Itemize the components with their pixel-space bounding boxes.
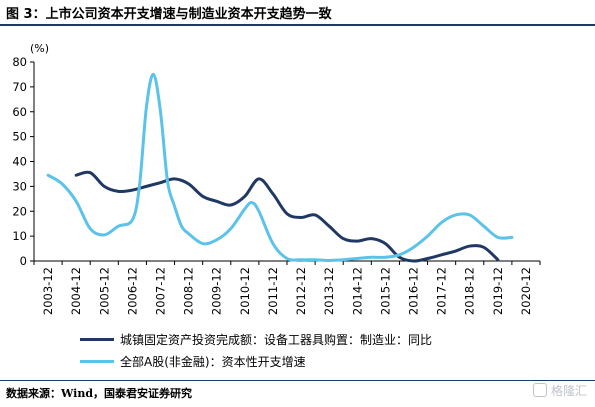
y-tick-label-80: 80 bbox=[12, 55, 27, 69]
y-tick-label-70: 70 bbox=[12, 80, 27, 94]
x-axis: 2003-12 2004-12 2005-12 2006-12 2007-12 2008-… bbox=[33, 260, 541, 315]
title-rule bbox=[0, 24, 595, 26]
legend-swatch-series-1 bbox=[80, 337, 114, 341]
figure-title: 图 3：上市公司资本开支增速与制造业资本开支趋势一致 bbox=[6, 7, 332, 22]
source-note: 数据来源：Wind，国泰君安证券研究 bbox=[6, 387, 193, 400]
x-tick-label-2003-12: 2003-12 bbox=[41, 267, 55, 315]
x-tick-label-2006-12: 2006-12 bbox=[125, 267, 139, 315]
x-tick-label-2019-12: 2019-12 bbox=[491, 267, 505, 315]
x-tick-label-2013-12: 2013-12 bbox=[322, 267, 336, 315]
x-tick-label-2017-12: 2017-12 bbox=[435, 267, 449, 315]
x-tick-label-2009-12: 2009-12 bbox=[210, 267, 224, 315]
line-chart: (%) 0 10 20 30 40 50 60 70 80 2003-12 2004-12 2005-… bbox=[12, 42, 541, 315]
legend-label-series-1: 城镇固定资产投资完成额：设备工器具购置：制造业：同比 bbox=[120, 332, 433, 347]
series-lines bbox=[46, 72, 514, 263]
y-tick-label-10: 10 bbox=[12, 229, 27, 243]
y-tick-label-0: 0 bbox=[20, 254, 27, 268]
watermark: 格隆汇 bbox=[532, 382, 587, 399]
x-tick-label-2010-12: 2010-12 bbox=[238, 267, 252, 315]
source-rule bbox=[0, 380, 595, 381]
x-tick-label-2020-12: 2020-12 bbox=[519, 267, 533, 315]
legend-swatch-series-2 bbox=[80, 359, 114, 363]
x-tick-label-2004-12: 2004-12 bbox=[69, 267, 83, 315]
legend: 城镇固定资产投资完成额：设备工器具购置：制造业：同比 全部A股(非金融)：资本性… bbox=[80, 328, 432, 372]
watermark-logo-icon bbox=[532, 383, 547, 397]
x-tick-label-2007-12: 2007-12 bbox=[154, 267, 168, 315]
x-tick-label-2014-12: 2014-12 bbox=[350, 267, 364, 315]
y-tick-label-40: 40 bbox=[12, 155, 27, 169]
legend-item-series-2: 全部A股(非金融)：资本性开支增速 bbox=[80, 350, 432, 372]
x-tick-label-2011-12: 2011-12 bbox=[266, 267, 280, 315]
x-tick-label-2018-12: 2018-12 bbox=[463, 267, 477, 315]
y-tick-label-50: 50 bbox=[12, 130, 27, 144]
x-tick-label-2016-12: 2016-12 bbox=[407, 267, 421, 315]
y-tick-label-20: 20 bbox=[12, 204, 27, 218]
x-tick-label-2008-12: 2008-12 bbox=[182, 267, 196, 315]
legend-label-series-2: 全部A股(非金融)：资本性开支增速 bbox=[120, 354, 306, 369]
x-tick-label-2005-12: 2005-12 bbox=[97, 267, 111, 315]
y-unit-label: (%) bbox=[30, 42, 49, 55]
y-tick-label-30: 30 bbox=[12, 179, 27, 193]
watermark-text: 格隆汇 bbox=[550, 384, 587, 398]
x-tick-label-2012-12: 2012-12 bbox=[294, 267, 308, 315]
y-tick-label-60: 60 bbox=[12, 105, 27, 119]
series-line-1 bbox=[74, 170, 500, 263]
y-axis: (%) 0 10 20 30 40 50 60 70 80 bbox=[12, 42, 49, 268]
legend-item-series-1: 城镇固定资产投资完成额：设备工器具购置：制造业：同比 bbox=[80, 328, 432, 350]
series-line-2 bbox=[46, 72, 514, 262]
x-tick-label-2015-12: 2015-12 bbox=[378, 267, 392, 315]
